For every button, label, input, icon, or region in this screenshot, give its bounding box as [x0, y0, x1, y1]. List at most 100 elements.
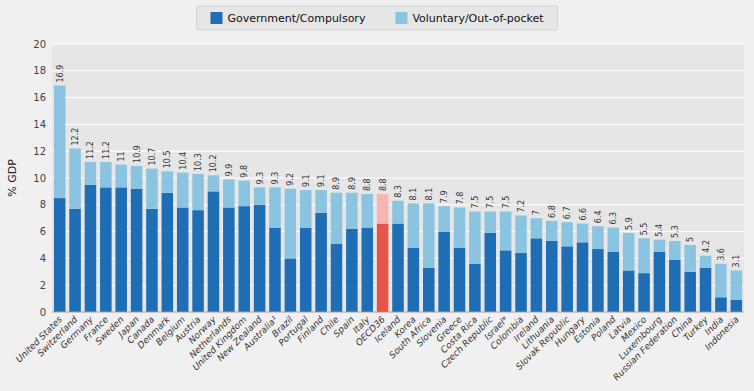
total-label: 7.5	[502, 196, 511, 209]
bar-segment	[177, 207, 189, 312]
y-tick-label: 14	[33, 119, 46, 130]
bar-segment	[438, 232, 450, 312]
bar-segment	[331, 193, 343, 244]
legend-label: Government/Compulsory	[227, 12, 365, 25]
total-label: 8.9	[348, 177, 357, 190]
bar-segment	[223, 207, 235, 312]
bar-segment	[85, 162, 97, 185]
bar-segment	[254, 187, 266, 204]
total-label: 9.8	[240, 165, 249, 178]
bar-segment	[485, 212, 497, 233]
bar-segment	[100, 162, 112, 187]
bar-segment	[100, 187, 112, 312]
total-label: 7.5	[471, 196, 480, 209]
total-label: 7.5	[486, 196, 495, 209]
bar-segment	[654, 252, 666, 312]
bar-segment	[346, 193, 358, 229]
bar-segment	[500, 250, 512, 312]
total-label: 16.9	[56, 65, 65, 83]
bar-segment	[269, 187, 281, 227]
total-label: 9.9	[225, 164, 234, 177]
bar-segment	[454, 248, 466, 312]
total-label: 10.7	[148, 148, 157, 166]
y-tick-label: 12	[33, 146, 46, 157]
bar-segment	[592, 226, 604, 249]
bar-segment	[238, 206, 250, 312]
chart: 02468101214161820% GDP16.912.211.211.211…	[0, 0, 754, 391]
total-label: 7	[532, 210, 541, 215]
bar-segment	[623, 233, 635, 271]
grid-line	[52, 124, 744, 125]
total-label: 10.4	[179, 152, 188, 170]
bar-segment	[654, 240, 666, 252]
total-label: 9.2	[286, 173, 295, 186]
total-label: 8.1	[409, 188, 418, 201]
bar-segment	[423, 268, 435, 312]
y-tick-label: 0	[40, 307, 46, 318]
bar-segment	[208, 191, 220, 312]
total-label: 9.1	[302, 174, 311, 187]
bar-segment	[285, 258, 297, 312]
total-label: 6.4	[594, 211, 603, 224]
grid-line	[52, 97, 744, 98]
y-axis-label: % GDP	[6, 159, 19, 197]
y-tick-label: 2	[40, 280, 46, 291]
bar-segment	[254, 205, 266, 312]
bar-segment	[715, 264, 727, 298]
total-label: 11.2	[102, 141, 111, 159]
bar-segment	[285, 189, 297, 259]
total-label: 12.2	[71, 128, 80, 146]
bar-segment	[300, 190, 312, 228]
total-label: 7.9	[440, 190, 449, 203]
bar-segment	[454, 207, 466, 247]
bar-segment	[638, 273, 650, 312]
y-tick-label: 18	[33, 65, 46, 76]
total-label: 10.3	[194, 153, 203, 171]
bar-segment	[638, 238, 650, 273]
grid-line	[52, 70, 744, 71]
y-axis: 02468101214161820	[33, 39, 46, 318]
bar-segment	[546, 241, 558, 312]
total-label: 5.4	[655, 224, 664, 237]
legend-background	[196, 6, 557, 30]
legend-label: Voluntary/Out-of-pocket	[412, 12, 544, 25]
total-label: 11.2	[86, 141, 95, 159]
total-label: 8.1	[425, 188, 434, 201]
bar-segment	[485, 233, 497, 312]
total-label: 10.5	[163, 150, 172, 168]
bar-segment	[469, 264, 481, 312]
bar-segment	[208, 175, 220, 191]
x-tick-label: Russian Federation	[611, 314, 679, 382]
data-labels: 16.912.211.211.21110.910.710.510.410.310…	[56, 65, 742, 268]
bar-segment	[577, 242, 589, 312]
bar-segment	[315, 213, 327, 312]
total-label: 5.5	[640, 223, 649, 236]
bar-segment	[515, 253, 527, 312]
legend: Government/Compulsory Voluntary/Out-of-po…	[196, 6, 557, 30]
x-tick-label: Indonesia	[703, 314, 741, 352]
bar-segment	[731, 270, 743, 299]
total-label: 8.9	[332, 177, 341, 190]
bar-segment	[238, 181, 250, 206]
x-axis-line	[52, 312, 744, 313]
bar-segment	[192, 210, 204, 312]
bar-segment	[392, 201, 404, 224]
total-label: 10.9	[133, 145, 142, 163]
total-label: 5.9	[625, 217, 634, 230]
bar-segment	[731, 300, 743, 312]
bar-segment	[592, 249, 604, 312]
y-tick-label: 10	[33, 173, 46, 184]
y-tick-label: 16	[33, 92, 46, 103]
bar-segment	[177, 173, 189, 208]
y-tick-label: 8	[40, 199, 46, 210]
bar-segment	[684, 245, 696, 272]
bar-segment	[669, 241, 681, 260]
total-label: 8.8	[379, 178, 388, 191]
total-label: 6.3	[609, 212, 618, 225]
bar-segment	[131, 189, 143, 312]
y-tick-label: 4	[40, 253, 46, 264]
legend-swatch	[395, 12, 407, 24]
bar-segment	[377, 194, 389, 223]
total-label: 6.7	[563, 206, 572, 219]
bar-segment	[162, 193, 174, 312]
